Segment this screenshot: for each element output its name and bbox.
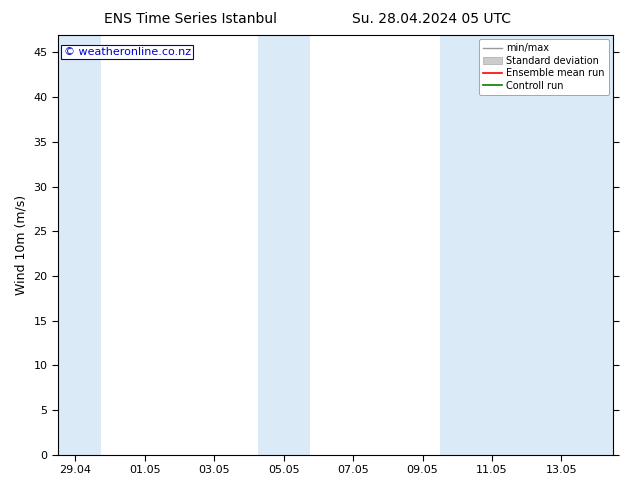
- Text: ENS Time Series Istanbul: ENS Time Series Istanbul: [104, 12, 276, 26]
- Legend: min/max, Standard deviation, Ensemble mean run, Controll run: min/max, Standard deviation, Ensemble me…: [479, 40, 609, 95]
- Y-axis label: Wind 10m (m/s): Wind 10m (m/s): [15, 195, 28, 294]
- Bar: [58, 35, 101, 455]
- Bar: [440, 35, 614, 455]
- Text: © weatheronline.co.nz: © weatheronline.co.nz: [63, 47, 191, 57]
- Text: Su. 28.04.2024 05 UTC: Su. 28.04.2024 05 UTC: [352, 12, 510, 26]
- Bar: [257, 35, 310, 455]
